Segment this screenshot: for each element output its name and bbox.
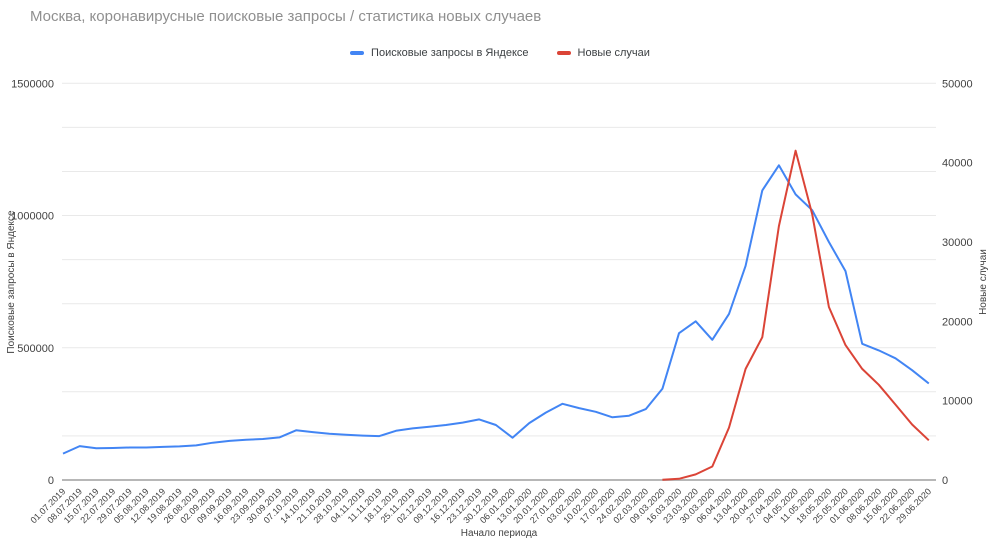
y-right-tick-label: 10000	[942, 396, 973, 408]
series-line-searches[interactable]	[62, 164, 930, 455]
x-axis-title: Начало периода	[461, 528, 538, 539]
y-left-tick-label: 0	[48, 475, 54, 487]
chart-title: Москва, коронавирусные поисковые запросы…	[30, 8, 542, 25]
y-right-tick-label: 40000	[942, 158, 973, 170]
legend-swatch-searches-icon	[350, 51, 365, 55]
y-left-tick-label: 1500000	[11, 78, 54, 90]
y-right-axis-title: Новые случаи	[978, 249, 989, 315]
y-right-tick-label: 50000	[942, 78, 973, 90]
legend-swatch-cases-icon	[556, 51, 571, 55]
legend-label-cases: Новые случаи	[577, 47, 650, 59]
y-right-tick-label: 0	[942, 475, 948, 487]
y-right-tick-label: 20000	[942, 316, 973, 328]
y-left-axis-title: Поисковые запросы в Яндексе	[6, 210, 17, 354]
legend-label-searches: Поисковые запросы в Яндексе	[371, 47, 529, 59]
y-left-tick-label: 500000	[17, 343, 54, 355]
legend-item-cases: Новые случаи	[556, 47, 650, 59]
series-line-cases[interactable]	[662, 149, 930, 481]
legend-item-searches: Поисковые запросы в Яндексе	[350, 47, 529, 59]
legend: Поисковые запросы в Яндексе Новые случаи	[0, 47, 1000, 59]
y-left-tick-label: 1000000	[11, 211, 54, 223]
y-right-tick-label: 30000	[942, 237, 973, 249]
